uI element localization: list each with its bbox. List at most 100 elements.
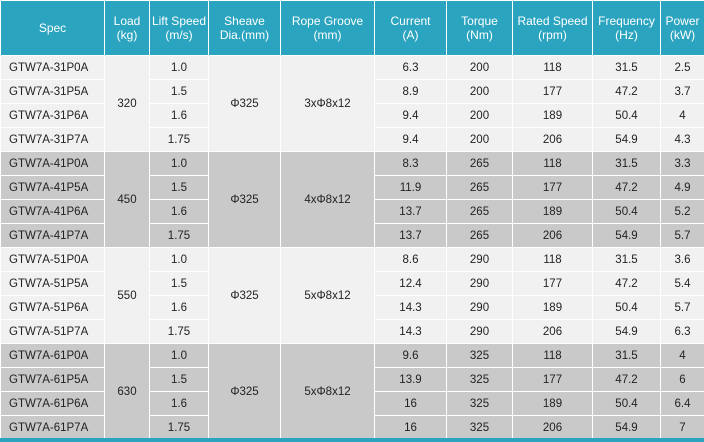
header-rope-groove: Rope Groove (mm) — [280, 0, 375, 56]
spec-cell: GTW7A-51P6A — [0, 295, 105, 320]
table-row: GTW7A-61P6A 1.6 16 325 189 50.4 6.4 — [0, 391, 704, 416]
spec-cell: GTW7A-61P6A — [0, 391, 105, 416]
header-rated-speed-unit: (rpm) — [538, 28, 567, 42]
table-row: GTW7A-51P7A 1.75 14.3 290 206 54.9 6.3 — [0, 319, 704, 344]
header-rated-speed: Rated Speed (rpm) — [512, 0, 593, 56]
current-cell: 13.9 — [374, 367, 447, 392]
torque-cell: 200 — [446, 127, 513, 152]
header-sheave: Sheave Dia.(mm) — [208, 0, 281, 56]
torque-cell: 290 — [446, 247, 513, 272]
lift-speed-cell: 1.75 — [149, 127, 209, 152]
power-cell: 5.7 — [660, 295, 704, 320]
torque-cell: 200 — [446, 55, 513, 80]
torque-cell: 325 — [446, 415, 513, 440]
frequency-cell: 31.5 — [592, 247, 661, 272]
rated-speed-cell: 189 — [512, 295, 593, 320]
torque-cell: 290 — [446, 319, 513, 344]
header-sheave-label: Sheave — [224, 14, 265, 28]
rated-speed-cell: 177 — [512, 79, 593, 104]
rated-speed-cell: 189 — [512, 103, 593, 128]
load-cell: 550 — [104, 247, 150, 344]
lift-speed-cell: 1.0 — [149, 343, 209, 368]
table-row: GTW7A-41P0A 450 1.0 Φ325 4xΦ8x12 8.3 265 118 31.… — [0, 151, 704, 248]
rated-speed-cell: 206 — [512, 127, 593, 152]
table-row: GTW7A-51P6A 1.6 14.3 290 189 50.4 5.7 — [0, 295, 704, 320]
lift-speed-cell: 1.75 — [149, 223, 209, 248]
lift-speed-cell: 1.6 — [149, 391, 209, 416]
power-cell: 5.7 — [660, 223, 704, 248]
header-rope-groove-unit: (mm) — [313, 28, 342, 42]
sheave-cell: Φ325 — [208, 247, 281, 344]
torque-cell: 290 — [446, 295, 513, 320]
header-load: Load (kg) — [104, 0, 150, 56]
spec-cell: GTW7A-61P7A — [0, 415, 105, 440]
current-cell: 9.4 — [374, 103, 447, 128]
header-row: Spec Load (kg) Lift Speed (m/s) Sheave Dia.(mm… — [0, 0, 704, 56]
table-row: GTW7A-41P5A 1.5 11.9 265 177 47.2 4.9 — [0, 175, 704, 200]
lift-speed-cell: 1.5 — [149, 367, 209, 392]
header-current-label: Current — [390, 14, 431, 28]
spec-cell: GTW7A-61P0A — [0, 343, 105, 368]
table-row: GTW7A-51P0A 550 1.0 Φ325 5xΦ8x12 8.6 290 118 31.… — [0, 247, 704, 344]
torque-cell: 290 — [446, 271, 513, 296]
current-cell: 9.4 — [374, 127, 447, 152]
header-frequency: Frequency (Hz) — [592, 0, 661, 56]
rated-speed-cell: 118 — [512, 247, 593, 272]
frequency-cell: 54.9 — [592, 223, 661, 248]
torque-cell: 265 — [446, 151, 513, 176]
current-cell: 8.9 — [374, 79, 447, 104]
current-cell: 6.3 — [374, 55, 447, 80]
current-cell: 13.7 — [374, 199, 447, 224]
power-cell: 5.4 — [660, 271, 704, 296]
header-power-unit: (kW) — [669, 28, 696, 42]
torque-cell: 200 — [446, 79, 513, 104]
frequency-cell: 31.5 — [592, 55, 661, 80]
sheave-cell: Φ325 — [208, 343, 281, 440]
table-row: GTW7A-31P7A 1.75 9.4 200 206 54.9 4.3 — [0, 127, 704, 152]
current-cell: 9.6 — [374, 343, 447, 368]
spec-cell: GTW7A-31P7A — [0, 127, 105, 152]
current-cell: 13.7 — [374, 223, 447, 248]
frequency-cell: 50.4 — [592, 391, 661, 416]
header-current-unit: (A) — [402, 28, 419, 42]
header-current: Current (A) — [374, 0, 447, 56]
rope-groove-cell: 4xΦ8x12 — [280, 151, 375, 248]
header-frequency-unit: (Hz) — [615, 28, 638, 42]
rated-speed-cell: 189 — [512, 199, 593, 224]
table-body: GTW7A-31P0A 320 1.0 Φ325 3xΦ8x12 6.3 200 118 31.… — [0, 55, 704, 440]
header-torque-unit: (Nm) — [466, 28, 493, 42]
current-cell: 8.3 — [374, 151, 447, 176]
table-row: GTW7A-31P0A 320 1.0 Φ325 3xΦ8x12 6.3 200 118 31.… — [0, 55, 704, 152]
current-cell: 16 — [374, 415, 447, 440]
lift-speed-cell: 1.0 — [149, 55, 209, 80]
frequency-cell: 54.9 — [592, 127, 661, 152]
torque-cell: 200 — [446, 103, 513, 128]
rated-speed-cell: 177 — [512, 271, 593, 296]
current-cell: 16 — [374, 391, 447, 416]
header-rope-groove-label: Rope Groove — [291, 14, 364, 28]
header-load-label: Load — [113, 14, 141, 28]
spec-cell: GTW7A-51P5A — [0, 271, 105, 296]
frequency-cell: 47.2 — [592, 175, 661, 200]
power-cell: 4.3 — [660, 127, 704, 152]
lift-speed-cell: 1.0 — [149, 151, 209, 176]
frequency-cell: 50.4 — [592, 199, 661, 224]
table-row: GTW7A-41P6A 1.6 13.7 265 189 50.4 5.2 — [0, 199, 704, 224]
spec-cell: GTW7A-41P6A — [0, 199, 105, 224]
frequency-cell: 50.4 — [592, 103, 661, 128]
torque-cell: 265 — [446, 175, 513, 200]
lift-speed-cell: 1.6 — [149, 295, 209, 320]
header-rated-speed-label: Rated Speed — [517, 14, 588, 28]
load-cell: 450 — [104, 151, 150, 248]
spec-cell: GTW7A-51P0A — [0, 247, 105, 272]
rated-speed-cell: 206 — [512, 223, 593, 248]
power-cell: 2.5 — [660, 55, 704, 80]
rated-speed-cell: 118 — [512, 55, 593, 80]
rated-speed-cell: 177 — [512, 367, 593, 392]
spec-cell: GTW7A-41P5A — [0, 175, 105, 200]
lift-speed-cell: 1.5 — [149, 271, 209, 296]
frequency-cell: 54.9 — [592, 415, 661, 440]
spec-cell: GTW7A-31P0A — [0, 55, 105, 80]
torque-cell: 265 — [446, 223, 513, 248]
